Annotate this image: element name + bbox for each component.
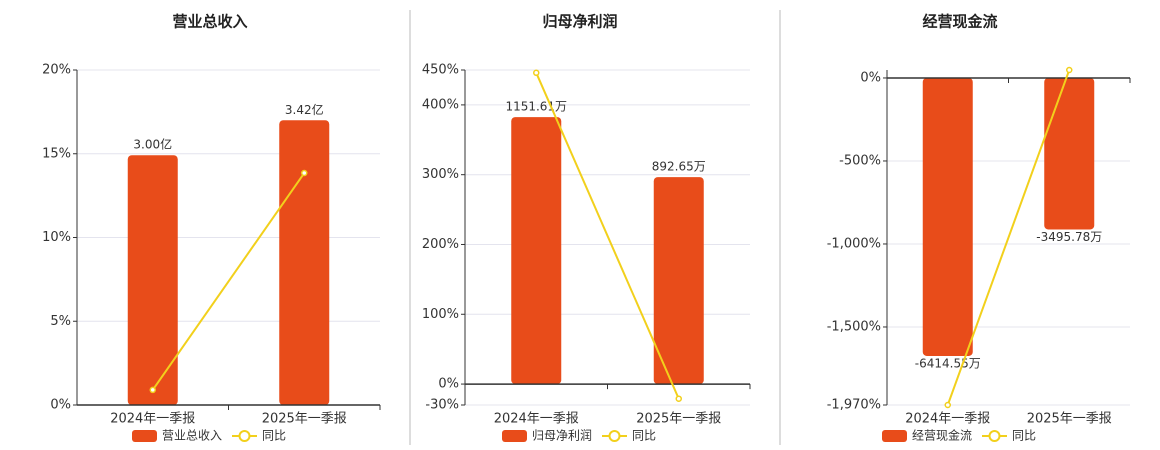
x-tick-label: 2024年一季报 <box>110 412 195 427</box>
y-tick-label: -30% <box>425 398 459 413</box>
line-point <box>1066 66 1073 74</box>
line <box>946 69 1071 406</box>
value-label: 3.00亿 <box>133 137 172 152</box>
legend-label: 同比 <box>262 429 286 443</box>
line-point <box>944 401 951 409</box>
x-tick-label: 2024年一季报 <box>494 412 579 427</box>
x-tick-label: 2025年一季报 <box>262 412 347 427</box>
y-tick-label: 400% <box>422 97 459 112</box>
value-label: 1151.61万 <box>505 100 567 114</box>
legend-swatch <box>882 430 907 442</box>
legend-label: 同比 <box>632 429 656 443</box>
y-tick-label: 0% <box>438 377 459 392</box>
line-point <box>301 169 308 177</box>
line-point <box>533 69 540 77</box>
line-point <box>149 386 156 394</box>
x-tick-label: 2025年一季报 <box>636 412 721 427</box>
bar <box>511 117 562 385</box>
bar <box>653 177 704 385</box>
bar <box>1044 77 1095 230</box>
legend-swatch <box>608 430 621 442</box>
line <box>535 72 680 400</box>
line <box>151 172 306 391</box>
value-label: 892.65万 <box>652 160 706 174</box>
y-tick-label: 20% <box>42 63 71 78</box>
legend-label: 营业总收入 <box>162 429 222 443</box>
y-tick-label: -1,500% <box>827 319 881 334</box>
legend-swatch <box>132 430 157 442</box>
y-tick-label: -1,970% <box>827 398 881 413</box>
bar <box>922 77 973 356</box>
y-tick-label: -1,000% <box>827 236 881 251</box>
y-tick-label: 0% <box>860 70 881 85</box>
value-label: -6414.55万 <box>915 356 981 370</box>
chart-title: 经营现金流 <box>922 13 997 31</box>
y-tick-label: 10% <box>42 230 71 245</box>
bar <box>127 155 178 405</box>
x-tick-label: 2024年一季报 <box>905 412 990 427</box>
y-tick-label: 200% <box>422 237 459 252</box>
x-tick-label: 2025年一季报 <box>1027 412 1112 427</box>
legend-label: 归母净利润 <box>532 429 592 443</box>
y-tick-label: 15% <box>42 146 71 161</box>
legend-swatch <box>988 430 1001 442</box>
y-tick-label: 450% <box>422 63 459 78</box>
legend-label: 同比 <box>1012 429 1036 443</box>
y-tick-label: 300% <box>422 167 459 182</box>
y-tick-label: 5% <box>50 314 71 329</box>
y-tick-label: -500% <box>839 153 881 168</box>
chart-title: 归母净利润 <box>542 13 617 31</box>
value-label: 3.42亿 <box>285 102 324 117</box>
y-tick-label: 100% <box>422 307 459 322</box>
value-label: -3495.78万 <box>1036 230 1102 244</box>
bar <box>279 120 330 405</box>
legend-swatch <box>502 430 527 442</box>
chart-title: 营业总收入 <box>172 13 247 31</box>
legend-label: 经营现金流 <box>912 428 972 443</box>
legend-swatch <box>238 430 251 442</box>
y-tick-label: 0% <box>50 398 71 413</box>
line-point <box>675 395 682 402</box>
